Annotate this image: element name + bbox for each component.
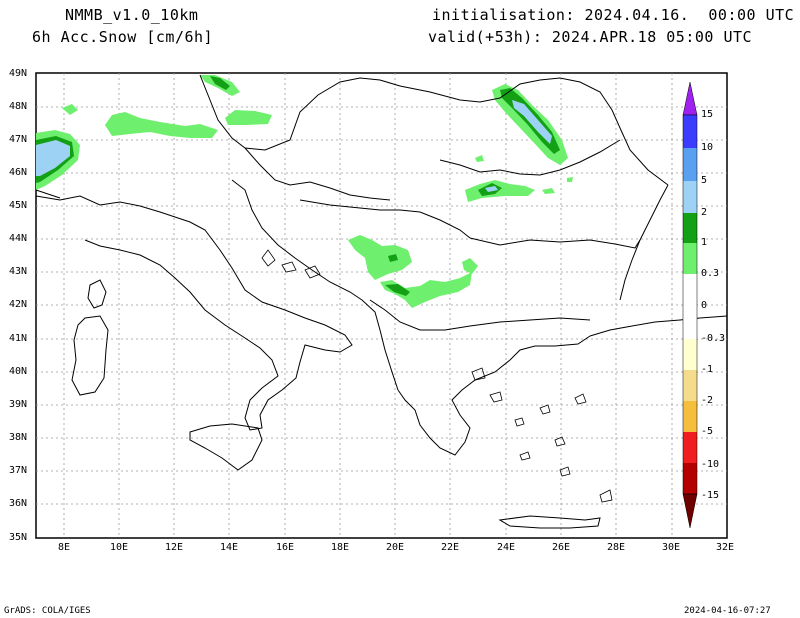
legend-swatch-neg1 bbox=[683, 370, 697, 401]
footer-timestamp: 2024-04-16-07:27 bbox=[684, 606, 771, 616]
legend-label: -1 bbox=[701, 364, 714, 375]
legend-swatch-neg5 bbox=[683, 432, 697, 463]
lat-label: 48N bbox=[9, 101, 28, 112]
legend-swatch-1 bbox=[683, 213, 697, 243]
legend-swatch-0 bbox=[683, 274, 697, 339]
lon-label: 16E bbox=[276, 542, 295, 553]
graticule bbox=[36, 73, 727, 538]
legend-label: -5 bbox=[701, 426, 714, 437]
legend-label: 1 bbox=[701, 237, 708, 248]
legend-bar bbox=[682, 81, 698, 529]
legend-swatch-0-3 bbox=[683, 243, 697, 274]
lat-label: 47N bbox=[9, 134, 28, 145]
legend-swatch-neg2 bbox=[683, 401, 697, 432]
legend-label: -10 bbox=[701, 459, 720, 470]
legend-label: -0.3 bbox=[701, 333, 726, 344]
init-time: initialisation: 2024.04.16. 00:00 UTC bbox=[432, 6, 795, 24]
footer-credit: GrADS: COLA/IGES bbox=[4, 606, 91, 616]
field-name: 6h Acc.Snow [cm/6h] bbox=[32, 28, 214, 46]
lon-label: 22E bbox=[441, 542, 460, 553]
lon-label: 8E bbox=[58, 542, 71, 553]
islands bbox=[261, 249, 613, 503]
lat-label: 41N bbox=[9, 333, 28, 344]
legend-label: -2 bbox=[701, 395, 714, 406]
lat-label: 43N bbox=[9, 266, 28, 277]
lon-label: 14E bbox=[220, 542, 239, 553]
lat-label: 36N bbox=[9, 498, 28, 509]
legend-label: -15 bbox=[701, 490, 720, 501]
lat-label: 38N bbox=[9, 432, 28, 443]
lon-label: 32E bbox=[716, 542, 735, 553]
legend-swatch-neg0-3 bbox=[683, 339, 697, 370]
lon-label: 18E bbox=[331, 542, 350, 553]
lat-label: 44N bbox=[9, 233, 28, 244]
lat-label: 39N bbox=[9, 399, 28, 410]
coastlines-borders bbox=[35, 74, 728, 529]
legend-label: 0 bbox=[701, 300, 708, 311]
legend-label: 15 bbox=[701, 109, 714, 120]
valid-time: valid(+53h): 2024.APR.18 05:00 UTC bbox=[428, 28, 753, 46]
lat-label: 45N bbox=[9, 200, 28, 211]
lon-label: 26E bbox=[552, 542, 571, 553]
legend-swatch-neg10 bbox=[683, 463, 697, 494]
lat-label: 42N bbox=[9, 299, 28, 310]
lat-label: 35N bbox=[9, 532, 28, 543]
legend-label: 10 bbox=[701, 142, 714, 153]
lon-label: 28E bbox=[607, 542, 626, 553]
lon-label: 10E bbox=[110, 542, 129, 553]
legend-label: 0.3 bbox=[701, 268, 720, 279]
map-frame bbox=[35, 72, 728, 539]
legend-label: 5 bbox=[701, 175, 708, 186]
lat-label: 46N bbox=[9, 167, 28, 178]
legend-swatch-2 bbox=[683, 181, 697, 213]
lon-label: 24E bbox=[497, 542, 516, 553]
lon-label: 20E bbox=[386, 542, 405, 553]
lat-label: 40N bbox=[9, 366, 28, 377]
lon-label: 12E bbox=[165, 542, 184, 553]
lat-label: 37N bbox=[9, 465, 28, 476]
legend-swatch-5 bbox=[683, 148, 697, 181]
snow-fields bbox=[36, 75, 573, 308]
legend-swatch-10 bbox=[683, 115, 697, 148]
legend-label: 2 bbox=[701, 207, 708, 218]
lat-label: 49N bbox=[9, 68, 28, 79]
lon-label: 30E bbox=[662, 542, 681, 553]
model-name: NMMB_v1.0_10km bbox=[65, 6, 199, 24]
